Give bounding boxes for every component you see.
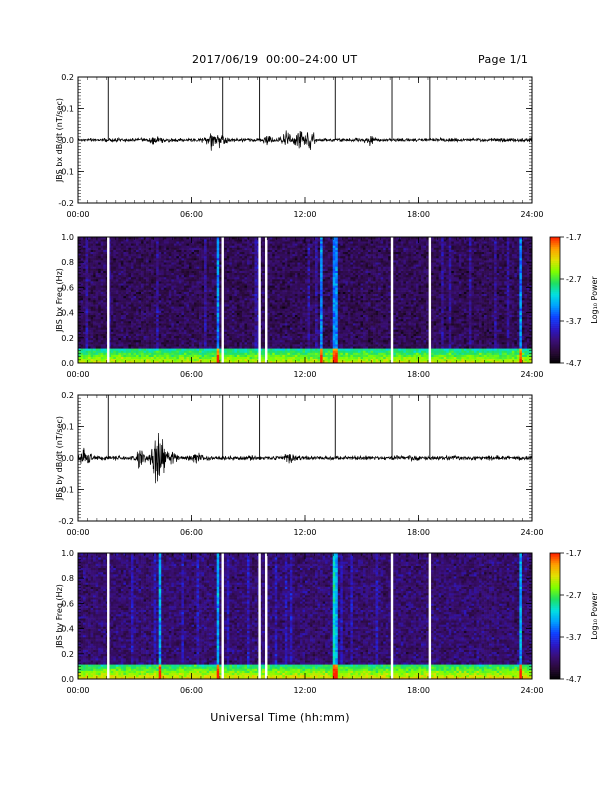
line-panel-3 — [78, 395, 532, 484]
y-tick-label: 1.0 — [61, 233, 74, 242]
colorbar-tick-label: -2.7 — [566, 275, 582, 284]
x-tick-label: 00:00 — [66, 528, 89, 537]
x-tick-label: 06:00 — [180, 528, 203, 537]
axes-panel-2: JBS bx Freq (Hz) 0.0 0.2 0.4 0.6 0.8 1.0 00:00 0… — [55, 233, 544, 379]
x-tick-label: 24:00 — [520, 686, 543, 695]
y-tick-label: 0.1 — [61, 423, 74, 432]
x-tick-label: 12:00 — [293, 370, 316, 379]
x-tick-label: 06:00 — [180, 686, 203, 695]
plot-frame — [77, 552, 533, 680]
x-axis-label: Universal Time (hh:mm) — [0, 711, 612, 724]
colorbar-tick-label: -3.7 — [566, 317, 582, 326]
y-tick-label: 1.0 — [61, 549, 74, 558]
y-tick-label: -0.2 — [58, 517, 74, 526]
colorbar-frame — [549, 236, 561, 364]
y-tick-label: 0.2 — [61, 73, 74, 82]
colorbar-tick-label: -4.7 — [566, 359, 582, 368]
data-gap-column — [265, 553, 268, 679]
y-tick-label: 0.8 — [61, 574, 74, 583]
y-axis-label: JBS bx dB/dt (nT/sec) — [55, 98, 64, 183]
x-tick-label: 24:00 — [520, 528, 543, 537]
spectrogram-cells — [78, 553, 533, 680]
y-tick-label: 0.2 — [61, 391, 74, 400]
colorbar-label: Log₁₀ Power — [590, 276, 599, 324]
y-tick-label: -0.2 — [58, 199, 74, 208]
colorbar-frame — [549, 552, 561, 680]
y-tick-label: 0.2 — [61, 650, 74, 659]
colorbar-label: Log₁₀ Power — [590, 592, 599, 640]
spectrogram-cells — [78, 237, 533, 364]
data-gap-column — [107, 553, 110, 679]
y-tick-label: 0.6 — [61, 283, 74, 292]
axes-panel-3: JBS by dB/dt (nT/sec) -0.2 -0.1 0.0 0.1 0.2 00… — [55, 391, 544, 537]
y-axis-label: JBS by Freq (Hz) — [55, 584, 64, 649]
spectrogram-panel-2: -1.7 -2.7 -3.7 -4.7 Log₁₀ Power — [78, 233, 599, 368]
data-gap-column — [258, 237, 261, 363]
y-tick-label: 0.6 — [61, 599, 74, 608]
data-gap-column — [428, 237, 432, 363]
y-tick-label: 0.0 — [61, 675, 74, 684]
data-gap-column — [390, 237, 394, 363]
colorbar: -1.7 -2.7 -3.7 -4.7 Log₁₀ Power — [549, 233, 599, 368]
y-tick-label: 0.0 — [61, 136, 74, 145]
colorbar-tick-label: -1.7 — [566, 549, 582, 558]
y-tick-label: 0.0 — [61, 359, 74, 368]
plot-frame — [77, 236, 533, 364]
colorbar: -1.7 -2.7 -3.7 -4.7 Log₁₀ Power — [549, 549, 599, 684]
y-axis-label: JBS by dB/dt (nT/sec) — [55, 416, 64, 501]
y-tick-label: 0.1 — [61, 105, 74, 114]
colorbar-tick-label: -3.7 — [566, 633, 582, 642]
x-tick-label: 12:00 — [293, 210, 316, 219]
x-tick-label: 00:00 — [66, 686, 89, 695]
colorbar-tick-label: -2.7 — [566, 591, 582, 600]
x-tick-label: 00:00 — [66, 370, 89, 379]
x-tick-label: 24:00 — [520, 370, 543, 379]
x-tick-label: 24:00 — [520, 210, 543, 219]
series-trace — [78, 130, 532, 151]
x-tick-label: 18:00 — [407, 370, 430, 379]
axes-panel-1: JBS bx dB/dt (nT/sec) -0.2 -0.1 0.0 0.1 0.2 00… — [55, 73, 544, 219]
data-gap-column — [221, 553, 224, 679]
y-tick-label: 0.4 — [61, 625, 74, 634]
x-tick-label: 06:00 — [180, 210, 203, 219]
page-number: Page 1/1 — [478, 53, 528, 66]
y-tick-label: 0.8 — [61, 258, 74, 267]
y-tick-label: -0.1 — [58, 486, 74, 495]
line-panel-1 — [78, 77, 532, 151]
plot-frame — [77, 76, 533, 204]
plot-frame — [77, 394, 533, 522]
y-axis-label: JBS bx Freq (Hz) — [55, 268, 64, 333]
axes-panel-4: JBS by Freq (Hz) 0.0 0.2 0.4 0.6 0.8 1.0 00:00 0… — [55, 549, 544, 695]
data-gap-column — [390, 553, 394, 679]
x-tick-label: 18:00 — [407, 528, 430, 537]
spectrogram-panel-4: -1.7 -2.7 -3.7 -4.7 Log₁₀ Power — [78, 549, 599, 684]
data-gap-column — [258, 553, 261, 679]
y-tick-label: 0.0 — [61, 454, 74, 463]
x-tick-label: 18:00 — [407, 686, 430, 695]
x-tick-label: 06:00 — [180, 370, 203, 379]
data-gap-column — [428, 553, 432, 679]
x-tick-label: 12:00 — [293, 528, 316, 537]
y-tick-label: 0.4 — [61, 309, 74, 318]
y-tick-label: -0.1 — [58, 168, 74, 177]
colorbar-tick-label: -1.7 — [566, 233, 582, 242]
data-gap-column — [107, 237, 110, 363]
x-tick-label: 18:00 — [407, 210, 430, 219]
data-gap-column — [221, 237, 224, 363]
colorbar-tick-label: -4.7 — [566, 675, 582, 684]
data-gap-column — [265, 237, 268, 363]
y-tick-label: 0.2 — [61, 334, 74, 343]
x-tick-label: 12:00 — [293, 686, 316, 695]
page-header: 2017/06/19 00:00–24:00 UT Page 1/1 — [0, 53, 612, 69]
page-title: 2017/06/19 00:00–24:00 UT — [192, 53, 357, 66]
x-axis-label-text: Universal Time (hh:mm) — [210, 711, 350, 724]
x-tick-label: 00:00 — [66, 210, 89, 219]
series-trace — [78, 432, 532, 484]
